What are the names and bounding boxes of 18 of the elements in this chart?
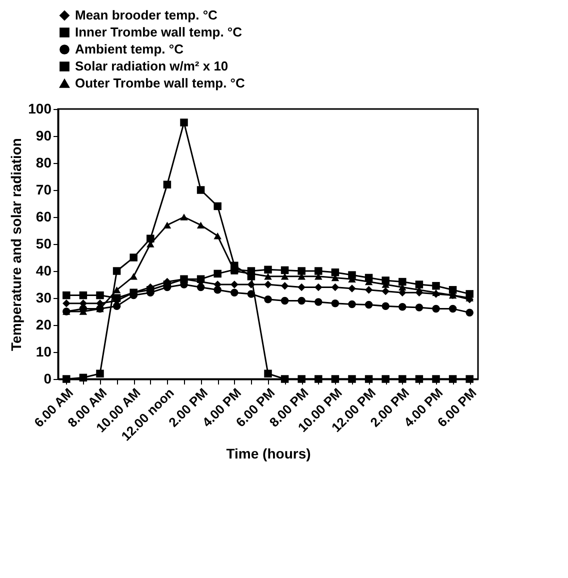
legend-label: Ambient temp. °C xyxy=(75,42,184,56)
y-tick-label: 70 xyxy=(36,182,52,198)
y-tick-label: 60 xyxy=(36,208,52,224)
y-tick-label: 90 xyxy=(36,128,52,144)
y-tick-label: 30 xyxy=(36,290,52,306)
y-tick-label: 80 xyxy=(36,154,52,170)
y-tick-label: 40 xyxy=(36,262,52,278)
y-tick-label: 50 xyxy=(36,236,52,252)
y-tick-label: 10 xyxy=(36,344,52,360)
legend-label: Mean brooder temp. °C xyxy=(75,8,218,22)
legend-label: Solar radiation w/m² x 10 xyxy=(75,58,228,74)
legend-label: Outer Trombe wall temp. °C xyxy=(75,76,246,90)
y-tick-label: 100 xyxy=(28,100,52,116)
y-axis-title: Temperature and solar radiation xyxy=(8,138,24,351)
y-tick-label: 0 xyxy=(44,370,52,386)
legend-label: Inner Trombe wall temp. °C xyxy=(75,24,243,40)
x-axis-title: Time (hours) xyxy=(226,446,311,462)
y-tick-label: 20 xyxy=(36,316,52,332)
